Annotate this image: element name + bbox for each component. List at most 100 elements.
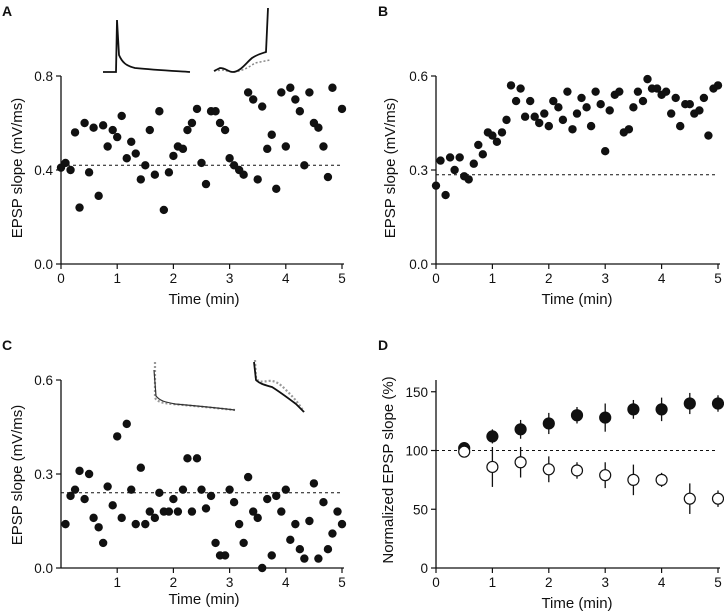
data-point-filled (323, 545, 333, 554)
trace-c-left-test (153, 369, 236, 411)
x-tick-label: 0 (432, 271, 440, 286)
data-point-filled (141, 161, 150, 170)
data-point-filled (267, 551, 276, 560)
data-point-filled (599, 411, 612, 424)
data-point-filled (249, 95, 258, 104)
data-point-filled (455, 153, 464, 162)
data-point-filled (563, 87, 572, 96)
xlabel-b: Time (min) (541, 291, 612, 308)
data-point-filled (337, 104, 347, 114)
y-tick-label: 0.0 (409, 257, 428, 272)
ylabel-c: EPSP slope (mV/ms) (9, 405, 26, 546)
y-tick-label: 0.4 (34, 163, 53, 178)
data-point-filled (652, 84, 662, 93)
data-point-filled (676, 121, 685, 131)
data-point-filled (277, 88, 286, 97)
data-point-filled (492, 137, 502, 146)
xlabel-a: Time (min) (168, 291, 239, 308)
data-point-filled (84, 168, 94, 177)
x-tick-label: 1 (489, 271, 497, 286)
data-point-filled (486, 430, 499, 443)
data-point-filled (530, 112, 539, 121)
data-point-filled (671, 93, 680, 103)
data-point-filled (300, 554, 309, 563)
data-point-filled (98, 538, 108, 548)
data-point-filled (206, 491, 216, 501)
data-point-open (514, 456, 527, 469)
data-point-filled (127, 485, 136, 494)
data-point-filled (520, 112, 530, 121)
data-point-filled (70, 485, 80, 494)
data-point-filled (488, 131, 497, 140)
panel-c: C 1 2 3 4 5 0.0 0.3 0.6 Time (min) EPSP slope (… (2, 337, 347, 608)
data-point-filled (169, 494, 178, 504)
data-point-filled (309, 479, 319, 488)
data-point-filled (624, 125, 634, 134)
data-point-filled (502, 115, 511, 125)
data-point-filled (655, 403, 668, 416)
data-point-filled (220, 125, 230, 135)
data-point-filled (305, 88, 314, 97)
data-point-filled (572, 109, 582, 118)
data-point-filled (605, 106, 614, 115)
data-point-filled (711, 397, 724, 410)
data-point-filled (516, 84, 525, 93)
data-point-filled (150, 513, 160, 523)
plot-area-c: 1 2 3 4 5 0.0 0.3 0.6 (34, 373, 347, 590)
data-point-filled (187, 507, 197, 516)
data-point-filled (549, 96, 558, 106)
data-point-filled (525, 96, 535, 106)
plot-area-b: 0 1 2 3 4 5 0.0 0.3 0.6 (409, 69, 723, 286)
data-point-filled (75, 466, 84, 476)
x-tick-label: 5 (714, 575, 722, 590)
data-point-filled (591, 87, 600, 96)
data-point-filled (713, 81, 723, 90)
data-point-filled (263, 494, 272, 504)
data-point-filled (145, 507, 154, 516)
data-point-filled (66, 165, 75, 175)
data-point-filled (281, 142, 290, 151)
data-point-filled (103, 482, 112, 491)
data-point-filled (615, 87, 624, 96)
data-point-filled (66, 491, 75, 501)
data-point-filled (568, 125, 577, 134)
data-point-filled (61, 519, 70, 529)
xlabel-c: Time (min) (168, 591, 239, 608)
data-point-open (570, 464, 584, 477)
data-point-open (542, 463, 555, 476)
data-point-filled (239, 538, 248, 548)
data-point-filled (94, 191, 103, 201)
data-point-open (458, 445, 471, 458)
data-point-filled (117, 111, 126, 121)
plot-area-a: 0 1 2 3 4 5 0.0 0.4 0.8 (34, 69, 347, 286)
data-point-filled (61, 158, 70, 168)
data-point-filled (253, 513, 262, 523)
data-point-filled (542, 417, 555, 430)
data-point-filled (314, 554, 323, 563)
data-point-filled (257, 102, 267, 111)
data-point-filled (319, 498, 328, 507)
data-point-filled (596, 99, 605, 109)
data-point-filled (314, 123, 323, 132)
data-point-filled (75, 203, 84, 212)
data-point-filled (295, 545, 305, 554)
data-point-filled (431, 181, 441, 190)
inset-traces-a (103, 7, 271, 73)
data-point-filled (127, 137, 136, 146)
x-tick-label: 1 (489, 575, 497, 590)
data-point-filled (263, 144, 272, 154)
data-point-filled (249, 507, 258, 516)
data-point-filled (155, 107, 164, 116)
data-point-filled (257, 563, 267, 573)
data-point-filled (319, 142, 328, 151)
panel-label-b: B (378, 3, 388, 19)
data-point-filled (103, 142, 112, 151)
x-tick-label: 2 (170, 575, 178, 590)
data-point-open (655, 473, 668, 486)
y-tick-label: 0.0 (34, 561, 53, 576)
y-tick-label: 150 (405, 385, 428, 400)
data-point-filled (558, 115, 568, 125)
data-point-filled (683, 397, 696, 410)
panel-a: A 0 1 2 3 4 5 0.0 0.4 0.8 Time (min) EPSP slope … (2, 3, 347, 308)
data-point-filled (201, 504, 211, 513)
